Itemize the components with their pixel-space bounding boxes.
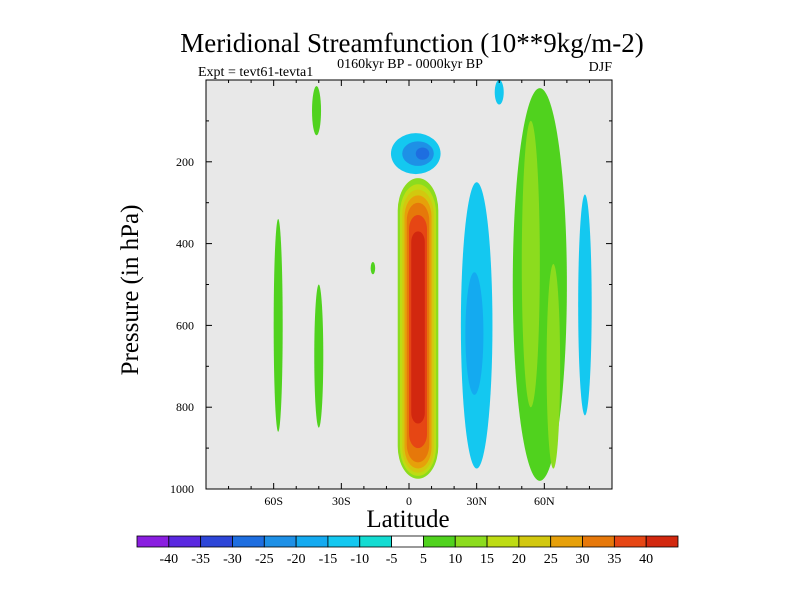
colorbar-label: -35 [191, 552, 210, 567]
colorbar-label: -30 [223, 552, 242, 567]
colorbar-swatch [263, 535, 297, 548]
colorbar-label: -15 [319, 552, 338, 567]
nh-midlat-positive-blob-4 [578, 194, 592, 416]
y-tick-label: 200 [176, 155, 194, 169]
sh-small-cells-blob-2 [312, 86, 322, 136]
contour-fields [273, 80, 592, 481]
upper-negative-cell [390, 133, 441, 175]
y-tick-label: 400 [176, 237, 194, 251]
chart-title: Meridional Streamfunction (10**9kg/m-2) [180, 28, 643, 58]
nh-midlat-positive [512, 88, 592, 481]
colorbar-swatch [613, 535, 647, 548]
colorbar-swatch [518, 535, 552, 548]
colorbar-swatch [550, 535, 583, 548]
experiment-label: Expt = tevt61-tevta1 [198, 65, 313, 80]
colorbar-label: -40 [159, 552, 178, 567]
x-axis-ticks: 60S 30S 0 30N 60N [228, 80, 590, 508]
colorbar-swatch [232, 535, 265, 548]
colorbar-swatch [168, 535, 202, 548]
colorbar-label: 10 [448, 552, 462, 567]
sh-small-cells-blob-3 [314, 284, 324, 428]
x-tick-label: 0 [406, 494, 412, 508]
nh-midlat-positive-blob-2 [521, 120, 540, 408]
sh-small-cells-blob-4 [370, 262, 376, 275]
upper-negative-cell-blob-3 [415, 147, 430, 160]
colorbar-swatch [486, 535, 520, 548]
colorbar: -40 -35 -30 -25 -20 -15 -10 -5 5 10 15 20 25 30 35 40 [136, 535, 679, 567]
colorbar-swatch [454, 535, 488, 548]
sh-small-cells-blob-1 [273, 219, 283, 432]
colorbar-label: 25 [544, 552, 558, 567]
colorbar-swatch [295, 535, 329, 548]
colorbar-swatch [200, 535, 233, 548]
colorbar-label: 5 [420, 552, 427, 567]
x-tick-label: 30S [332, 494, 351, 508]
x-axis-label: Latitude [366, 506, 449, 533]
colorbar-label: 30 [576, 552, 590, 567]
colorbar-label: -25 [255, 552, 274, 567]
sh-small-cells [273, 86, 376, 432]
x-tick-label: 30N [466, 494, 487, 508]
period-label: 0160kyr BP - 0000kyr BP [337, 57, 483, 72]
nh-subtropical-negative [460, 80, 504, 469]
equatorial-cell [397, 178, 439, 479]
colorbar-label: -10 [350, 552, 369, 567]
colorbar-swatch [582, 535, 615, 548]
colorbar-label: -5 [386, 552, 398, 567]
colorbar-label: 15 [480, 552, 494, 567]
colorbar-label: 40 [639, 552, 653, 567]
nh-subtropical-negative-blob-2 [465, 272, 484, 395]
colorbar-swatch [359, 535, 392, 548]
colorbar-swatch [423, 535, 456, 548]
colorbar-swatch [136, 535, 170, 548]
colorbar-swatch [645, 535, 679, 548]
nh-subtropical-negative-blob-3 [494, 80, 504, 105]
y-tick-label: 1000 [170, 482, 194, 496]
season-label: DJF [589, 60, 613, 75]
y-axis-label: Pressure (in hPa) [117, 205, 144, 376]
colorbar-swatch [391, 535, 424, 548]
equatorial-cell-level-7 [411, 231, 425, 424]
x-tick-label: 60S [264, 494, 283, 508]
y-axis-ticks: 200 400 600 800 1000 [170, 120, 612, 496]
y-tick-label: 800 [176, 400, 194, 414]
nh-midlat-positive-blob-3 [546, 264, 561, 469]
colorbar-swatch [327, 535, 361, 548]
colorbar-label: -20 [287, 552, 306, 567]
colorbar-label: 20 [512, 552, 526, 567]
y-tick-label: 600 [176, 318, 194, 332]
colorbar-label: 35 [607, 552, 621, 567]
x-tick-label: 60N [534, 494, 555, 508]
